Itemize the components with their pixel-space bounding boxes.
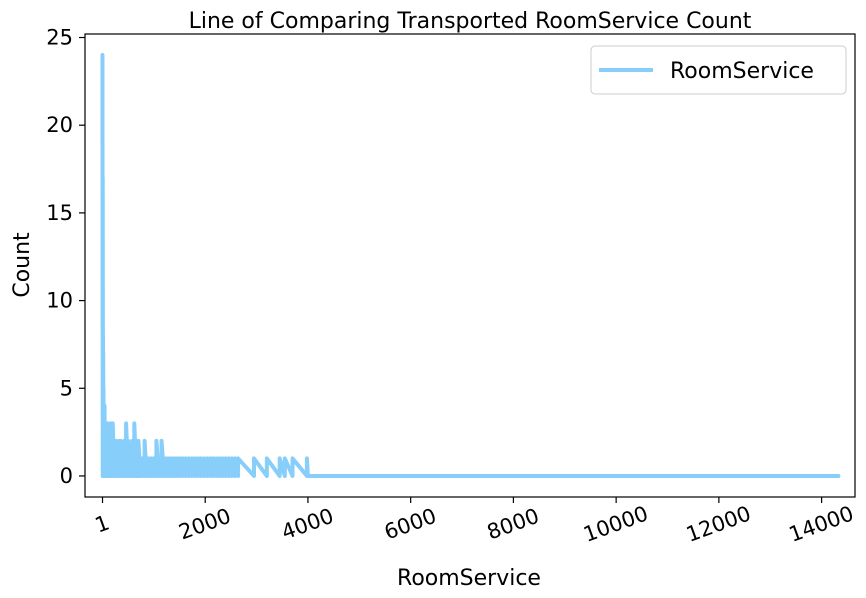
x-tick-label: 1: [92, 510, 113, 537]
legend: RoomService: [590, 45, 847, 95]
y-tick-label: 20: [46, 113, 73, 137]
x-axis-label: RoomService: [397, 566, 541, 591]
chart-title: Line of Comparing Transported RoomServic…: [189, 9, 752, 34]
y-axis: 0 5 10 15 20 25: [46, 26, 85, 488]
y-tick-label: 25: [46, 26, 73, 50]
x-tick-label: 6000: [381, 504, 439, 545]
plot-area: [100, 53, 841, 478]
x-axis: 1 2000 4000 6000 8000 10000 12000 14000: [92, 497, 857, 547]
legend-box: [590, 45, 847, 95]
x-tick-label: 2000: [176, 504, 234, 545]
plot-frame: [84, 33, 856, 498]
x-tick-label: 10000: [580, 501, 651, 546]
x-tick-label: 12000: [683, 501, 754, 546]
y-tick-label: 5: [60, 376, 73, 400]
series-line-roomservice: [100, 53, 841, 478]
y-axis-label: Count: [10, 232, 35, 298]
y-tick-label: 15: [46, 201, 73, 225]
x-tick-label: 8000: [484, 504, 542, 545]
x-tick-label: 14000: [786, 501, 857, 546]
x-tick-label: 4000: [278, 504, 336, 545]
legend-label-roomservice: RoomService: [670, 59, 814, 84]
y-tick-label: 0: [60, 464, 73, 488]
y-tick-label: 10: [46, 289, 73, 313]
